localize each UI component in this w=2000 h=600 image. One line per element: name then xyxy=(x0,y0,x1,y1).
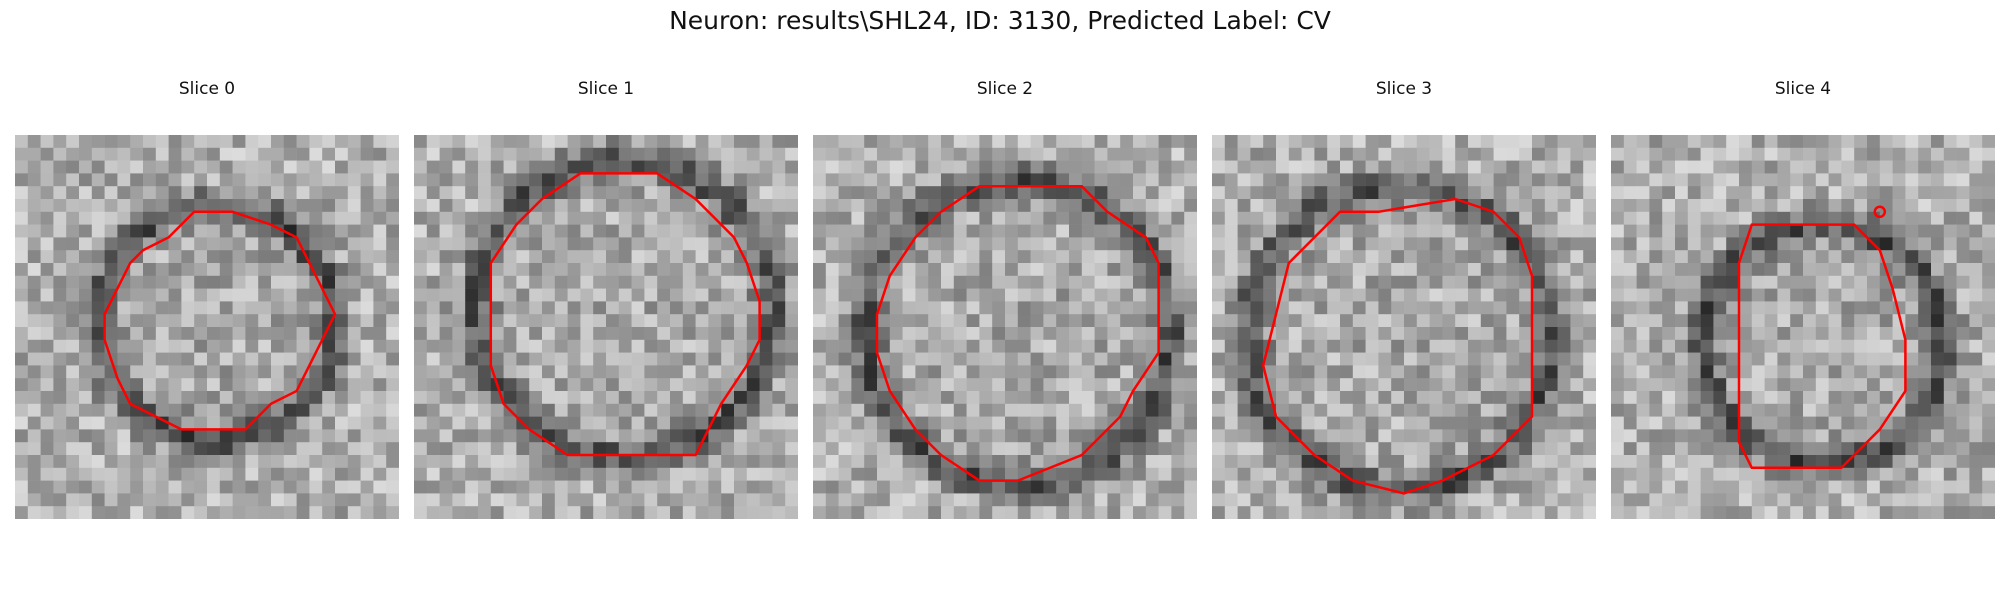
segmentation-contour xyxy=(875,184,1160,482)
slice-title: Slice 4 xyxy=(1774,79,1832,99)
pixel-grid xyxy=(813,135,1197,519)
slice-title: Slice 1 xyxy=(577,79,635,99)
slice-image xyxy=(813,135,1197,519)
pixel-grid xyxy=(15,135,399,519)
figure-title: Neuron: results\SHL24, ID: 3130, Predict… xyxy=(669,6,1331,35)
segmentation-contour xyxy=(1261,197,1534,495)
slice-title: Slice 0 xyxy=(178,79,236,99)
pixel-grid xyxy=(1611,135,1995,519)
contour-marker xyxy=(1873,205,1887,219)
segmentation-contour xyxy=(103,210,337,431)
slice-image xyxy=(1212,135,1596,519)
segmentation-contour xyxy=(1737,223,1907,470)
pixel-grid xyxy=(414,135,798,519)
slice-title: Slice 3 xyxy=(1375,79,1433,99)
slice-image xyxy=(414,135,798,519)
slice-title: Slice 2 xyxy=(976,79,1034,99)
pixel-grid xyxy=(1212,135,1596,519)
segmentation-contour xyxy=(489,172,761,457)
slice-image xyxy=(1611,135,1995,519)
slice-image xyxy=(15,135,399,519)
